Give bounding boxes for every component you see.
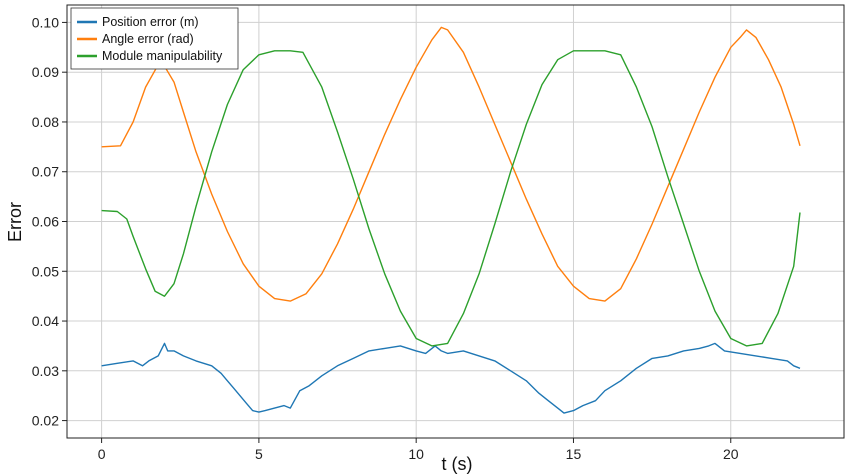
legend-box [70, 7, 239, 70]
y-tick-label: 0.08 [32, 114, 59, 130]
x-axis-label: t (s) [442, 454, 473, 474]
y-axis-label: Error [5, 202, 25, 242]
grid-lines [67, 5, 844, 438]
x-tick-label: 0 [98, 446, 106, 462]
x-tick-label: 5 [255, 446, 263, 462]
y-tick-label: 0.04 [32, 313, 59, 329]
y-tick-label: 0.06 [32, 214, 59, 230]
legend: Position error (m) Angle error (rad) Mod… [70, 7, 239, 70]
series-angle-error-line [101, 26, 801, 302]
legend-label-position-error: Position error (m) [102, 15, 199, 29]
y-axis-ticks: 0.02 0.03 0.04 0.05 0.06 0.07 0.08 0.09 0.10 [32, 14, 67, 429]
legend-label-module-manipulability: Module manipulability [102, 49, 223, 63]
x-axis-ticks: 0 5 10 15 20 [98, 438, 739, 462]
y-tick-label: 0.09 [32, 64, 59, 80]
x-tick-label: 20 [723, 446, 739, 462]
x-tick-label: 15 [566, 446, 582, 462]
series-module-manipulability-line [101, 50, 801, 347]
y-tick-label: 0.02 [32, 413, 59, 429]
series-lines [101, 26, 801, 414]
legend-label-angle-error: Angle error (rad) [102, 32, 194, 46]
y-tick-label: 0.07 [32, 164, 59, 180]
x-tick-label: 10 [408, 446, 424, 462]
y-tick-label: 0.03 [32, 363, 59, 379]
y-tick-label: 0.05 [32, 263, 59, 279]
y-tick-label: 0.10 [32, 14, 59, 30]
series-position-error-line [101, 342, 801, 414]
